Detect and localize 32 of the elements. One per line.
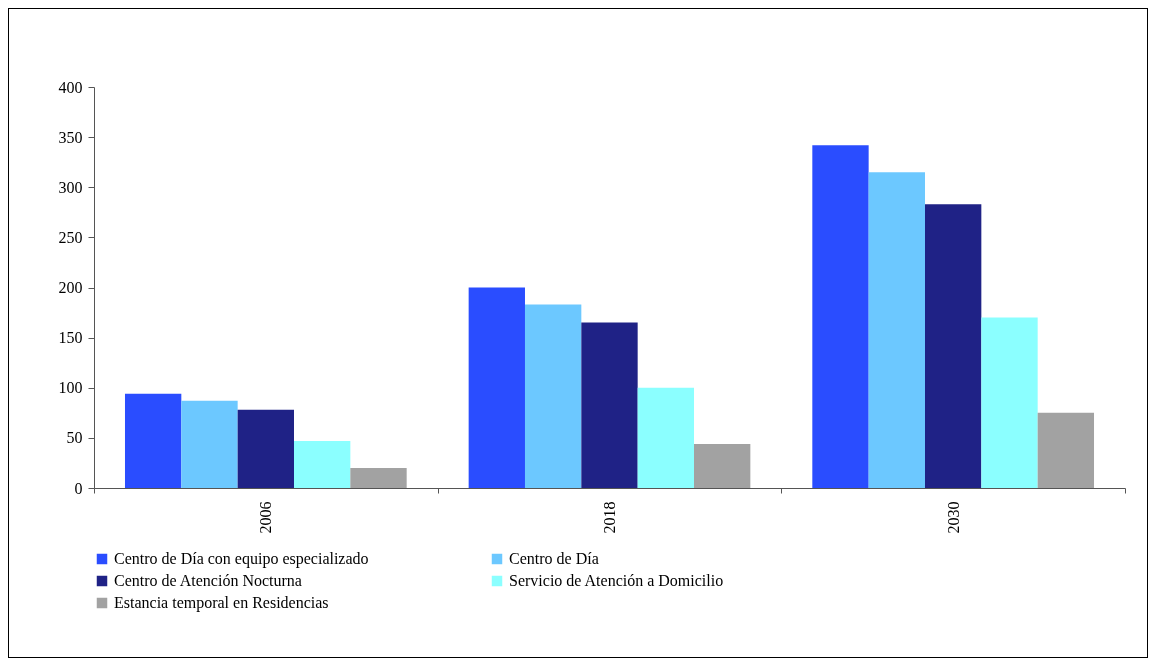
bar <box>181 400 238 488</box>
bar <box>124 393 182 488</box>
legend-label: Centro de Día <box>509 550 599 567</box>
bar <box>237 409 294 488</box>
y-tick-label: 50 <box>66 429 83 447</box>
y-tick-label: 250 <box>58 228 83 246</box>
bar <box>694 443 751 488</box>
y-tick-label: 300 <box>58 178 83 196</box>
y-tick-label: 350 <box>58 128 83 146</box>
legend-label: Centro de Día con equipo especializado <box>114 550 369 568</box>
y-tick-label: 150 <box>58 329 83 347</box>
bar <box>1037 412 1095 488</box>
bar <box>524 304 582 488</box>
bar <box>925 204 982 488</box>
bar <box>350 467 407 488</box>
bar <box>637 387 695 488</box>
legend-label: Estancia temporal en Residencias <box>114 594 329 612</box>
x-tick-label: 2006 <box>257 501 275 534</box>
legend-label: Servicio de Atención a Domicilio <box>509 572 724 589</box>
x-tick-label: 2018 <box>601 501 618 534</box>
y-tick-label: 100 <box>58 379 83 397</box>
y-tick-label: 200 <box>58 279 83 296</box>
bar <box>581 322 638 488</box>
bar <box>812 145 869 488</box>
y-tick-label: 400 <box>58 78 83 96</box>
bar <box>294 440 351 488</box>
x-tick-label: 2030 <box>944 501 962 534</box>
y-tick-label: 0 <box>74 479 83 497</box>
bar <box>468 287 525 488</box>
bar <box>981 317 1038 488</box>
legend-label: Centro de Atención Nocturna <box>114 572 302 589</box>
bar <box>868 172 925 488</box>
